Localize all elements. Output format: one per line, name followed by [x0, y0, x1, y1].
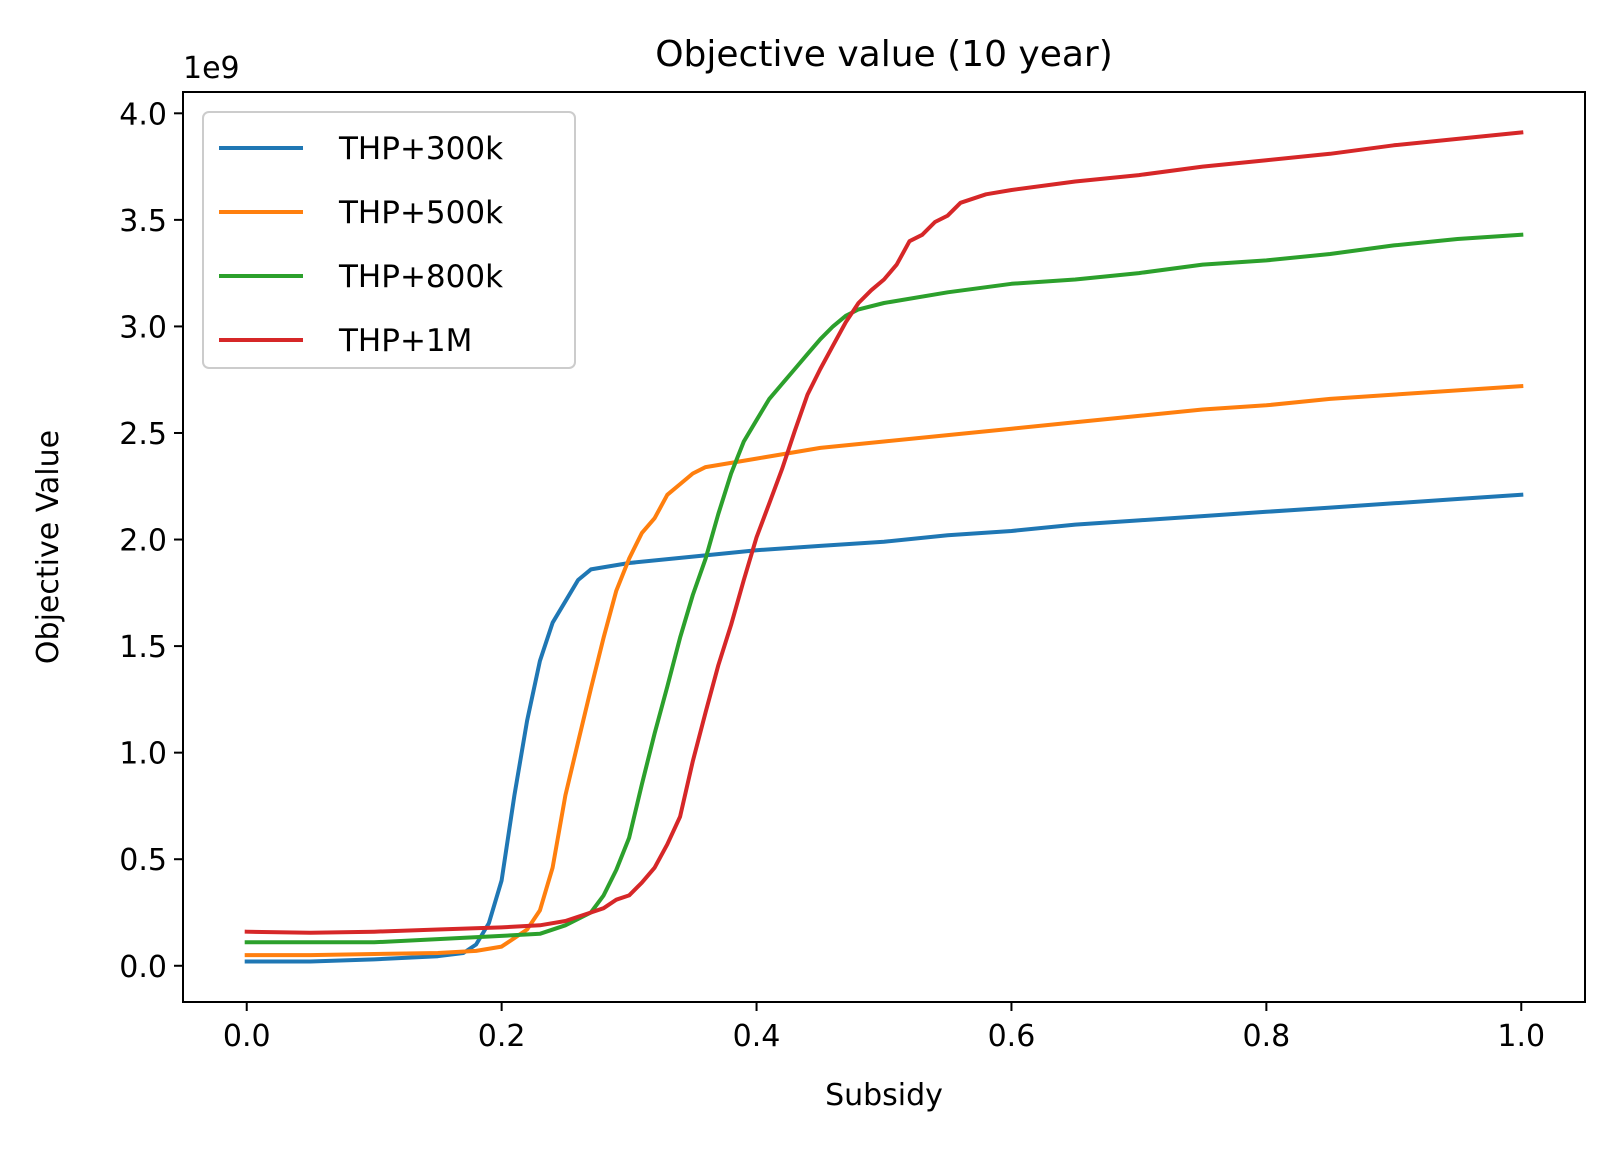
x-tick-label: 0.8 [1243, 1019, 1291, 1054]
legend-label: THP+500k [338, 195, 503, 231]
legend-label: THP+1M [338, 323, 472, 359]
y-axis-label: Objective Value [31, 430, 66, 664]
series-layer [244, 130, 1524, 964]
y-tick-label: 1.5 [119, 630, 167, 665]
y-tick-label: 3.0 [119, 310, 167, 345]
series-line-2 [244, 383, 1524, 958]
legend-box [202, 111, 576, 369]
chart-title: Objective value (10 year) [655, 34, 1113, 75]
x-axis-label: Subsidy [825, 1078, 943, 1113]
series-line-1 [244, 492, 1524, 964]
y-tick-label: 1.0 [119, 737, 167, 772]
legend: THP+300k THP+500k THP+800k THP+1M [202, 111, 576, 369]
legend-label: THP+300k [338, 131, 503, 167]
x-tick-label: 0.6 [988, 1019, 1036, 1054]
x-tick-label: 0.2 [478, 1019, 526, 1054]
legend-label: THP+800k [338, 259, 503, 295]
axes-frame [182, 91, 1586, 1003]
y-tick-label: 3.5 [119, 204, 167, 239]
y-tick-label: 2.5 [119, 417, 167, 452]
x-tick-label: 1.0 [1497, 1019, 1545, 1054]
y-axis-multiplier: 1e9 [183, 51, 240, 86]
y-tick-label: 4.0 [119, 97, 167, 132]
y-tick-label: 0.5 [119, 843, 167, 878]
y-tick-label: 2.0 [119, 524, 167, 559]
series-line-3 [244, 232, 1524, 945]
x-axis: 0.0 0.2 0.4 0.6 0.8 1.0 [223, 1002, 1545, 1054]
series-line-4 [244, 130, 1524, 935]
x-tick-label: 0.0 [223, 1019, 271, 1054]
y-axis: 0.0 0.5 1.0 1.5 2.0 2.5 3.0 3.5 4.0 [119, 97, 183, 985]
x-tick-label: 0.4 [733, 1019, 781, 1054]
y-tick-label: 0.0 [119, 950, 167, 985]
